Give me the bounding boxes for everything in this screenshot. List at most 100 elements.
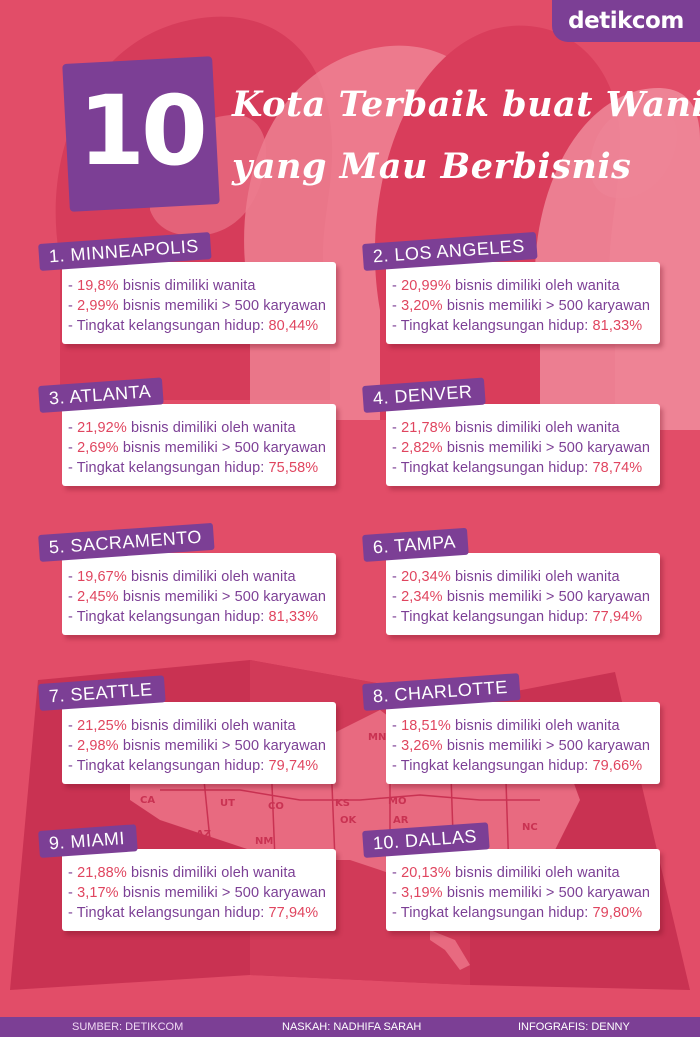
stat-survival-value: 80,44% — [268, 318, 319, 334]
stat-survival-label: Tingkat kelangsungan hidup: — [400, 609, 589, 625]
stats-box: - 20,34% bisnis dimiliki oleh wanita - 2… — [386, 553, 660, 635]
stats-box: - 19,67% bisnis dimiliki oleh wanita - 2… — [62, 553, 336, 635]
map-state-label: KS — [335, 798, 350, 809]
map-state-label: CO — [268, 801, 284, 812]
stat-owned: - 21,78% bisnis dimiliki oleh wanita — [392, 420, 620, 436]
stat-survival-label: Tingkat kelangsungan hidup: — [76, 318, 265, 334]
stat-employees-value: 3,20% — [401, 298, 443, 314]
stat-owned-label: bisnis dimiliki oleh wanita — [454, 569, 620, 585]
map-state-label: MO — [388, 796, 406, 807]
stat-employees: - 3,19% bisnis memiliki > 500 karyawan — [392, 885, 651, 901]
stat-owned-value: 20,99% — [401, 278, 451, 294]
stat-owned-label: bisnis dimiliki oleh wanita — [130, 569, 296, 585]
city-card: 1. MINNEAPOLIS - 19,8% bisnis dimiliki w… — [38, 232, 336, 344]
stat-survival-value: 78,74% — [592, 460, 643, 476]
credits-footer: SUMBER: DETIKCOM NASKAH: NADHIFA SARAH I… — [0, 1017, 700, 1037]
footer-writer: NASKAH: NADHIFA SARAH — [282, 1021, 422, 1033]
stat-employees-value: 3,19% — [401, 885, 443, 901]
stat-employees-value: 3,17% — [77, 885, 119, 901]
headline-line-2: yang Mau Berbisnis — [232, 146, 632, 187]
detikcom-logo[interactable]: detikcom — [552, 0, 700, 42]
stat-employees-label: bisnis memiliki > 500 karyawan — [446, 440, 651, 456]
stat-owned: - 19,67% bisnis dimiliki oleh wanita — [68, 569, 296, 585]
stat-owned-value: 20,34% — [401, 569, 451, 585]
stat-owned-value: 21,78% — [401, 420, 451, 436]
stat-owned-label: bisnis dimiliki wanita — [122, 278, 256, 294]
footer-source: SUMBER: DETIKCOM — [72, 1021, 184, 1033]
stat-survival: - Tingkat kelangsungan hidup: 79,66% — [392, 758, 643, 774]
map-state-label: AZ — [196, 829, 211, 840]
city-card: 4. DENVER - 21,78% bisnis dimiliki oleh … — [362, 377, 660, 486]
stat-employees: - 2,99% bisnis memiliki > 500 karyawan — [68, 298, 327, 314]
stat-survival-value: 79,74% — [268, 758, 319, 774]
stat-owned-value: 18,51% — [401, 718, 451, 734]
city-card: 7. SEATTLE - 21,25% bisnis dimiliki oleh… — [38, 675, 336, 784]
stat-survival-label: Tingkat kelangsungan hidup: — [76, 758, 265, 774]
stat-owned-value: 21,25% — [77, 718, 127, 734]
stat-employees-label: bisnis memiliki > 500 karyawan — [122, 885, 327, 901]
stat-employees-label: bisnis memiliki > 500 karyawan — [122, 738, 327, 754]
stat-owned: - 20,34% bisnis dimiliki oleh wanita — [392, 569, 620, 585]
stat-employees: - 2,45% bisnis memiliki > 500 karyawan — [68, 589, 327, 605]
stat-owned: - 18,51% bisnis dimiliki oleh wanita — [392, 718, 620, 734]
stat-survival-value: 79,66% — [592, 758, 643, 774]
stat-owned-label: bisnis dimiliki oleh wanita — [454, 718, 620, 734]
stat-employees-value: 2,45% — [77, 589, 119, 605]
stat-employees-value: 3,26% — [401, 738, 443, 754]
city-card: 9. MIAMI - 21,88% bisnis dimiliki oleh w… — [38, 824, 336, 931]
stat-employees-label: bisnis memiliki > 500 karyawan — [122, 298, 327, 314]
stat-owned-label: bisnis dimiliki oleh wanita — [130, 420, 296, 436]
stat-survival-value: 81,33% — [592, 318, 643, 334]
stat-survival: - Tingkat kelangsungan hidup: 81,33% — [68, 609, 319, 625]
stat-owned-label: bisnis dimiliki oleh wanita — [130, 718, 296, 734]
stat-employees-value: 2,99% — [77, 298, 119, 314]
stat-survival: - Tingkat kelangsungan hidup: 80,44% — [68, 318, 319, 334]
stat-survival-label: Tingkat kelangsungan hidup: — [400, 905, 589, 921]
stat-survival: - Tingkat kelangsungan hidup: 78,74% — [392, 460, 643, 476]
city-card: 2. LOS ANGELES - 20,99% bisnis dimiliki … — [362, 231, 660, 344]
city-card: 3. ATLANTA - 21,92% bisnis dimiliki oleh… — [38, 377, 336, 486]
stat-owned-value: 19,67% — [77, 569, 127, 585]
footer-designer: INFOGRAFIS: DENNY — [518, 1021, 630, 1033]
stat-employees-label: bisnis memiliki > 500 karyawan — [122, 589, 327, 605]
stat-survival-label: Tingkat kelangsungan hidup: — [400, 460, 589, 476]
stats-box: - 18,51% bisnis dimiliki oleh wanita - 3… — [386, 702, 660, 784]
stat-employees-value: 2,34% — [401, 589, 443, 605]
stat-survival: - Tingkat kelangsungan hidup: 79,80% — [392, 905, 643, 921]
stat-owned: - 21,88% bisnis dimiliki oleh wanita — [68, 865, 296, 881]
stat-survival: - Tingkat kelangsungan hidup: 77,94% — [392, 609, 643, 625]
stat-survival: - Tingkat kelangsungan hidup: 79,74% — [68, 758, 319, 774]
stat-owned-value: 21,92% — [77, 420, 127, 436]
stat-employees: - 3,17% bisnis memiliki > 500 karyawan — [68, 885, 327, 901]
stat-employees-label: bisnis memiliki > 500 karyawan — [446, 738, 651, 754]
stat-owned: - 19,8% bisnis dimiliki wanita — [68, 278, 256, 294]
stat-owned: - 20,99% bisnis dimiliki oleh wanita — [392, 278, 620, 294]
stat-owned-value: 20,13% — [401, 865, 451, 881]
stat-survival: - Tingkat kelangsungan hidup: 81,33% — [392, 318, 643, 334]
map-state-label: OK — [340, 815, 358, 826]
stats-box: - 19,8% bisnis dimiliki wanita - 2,99% b… — [62, 262, 336, 344]
stat-survival: - Tingkat kelangsungan hidup: 75,58% — [68, 460, 319, 476]
stats-box: - 21,88% bisnis dimiliki oleh wanita - 3… — [62, 849, 336, 931]
stat-owned-label: bisnis dimiliki oleh wanita — [130, 865, 296, 881]
stat-employees-label: bisnis memiliki > 500 karyawan — [446, 885, 651, 901]
headline-line-1: Kota Terbaik buat Wanita — [232, 84, 700, 125]
stat-owned-value: 19,8% — [77, 278, 119, 294]
map-state-labels: CA UT CO KS MO AZ NM OK AR MN NC — [140, 732, 538, 847]
stat-survival: - Tingkat kelangsungan hidup: 77,94% — [68, 905, 319, 921]
stat-survival-label: Tingkat kelangsungan hidup: — [76, 905, 265, 921]
stat-employees: - 2,69% bisnis memiliki > 500 karyawan — [68, 440, 327, 456]
stat-survival-label: Tingkat kelangsungan hidup: — [400, 318, 589, 334]
stat-owned-label: bisnis dimiliki oleh wanita — [454, 420, 620, 436]
stat-owned-value: 21,88% — [77, 865, 127, 881]
stat-owned: - 21,92% bisnis dimiliki oleh wanita — [68, 420, 296, 436]
stats-box: - 21,92% bisnis dimiliki oleh wanita - 2… — [62, 404, 336, 486]
stat-owned: - 21,25% bisnis dimiliki oleh wanita — [68, 718, 296, 734]
stat-survival-value: 77,94% — [268, 905, 319, 921]
headline-number: 10 — [78, 75, 208, 187]
stat-owned-label: bisnis dimiliki oleh wanita — [454, 865, 620, 881]
map-state-label: MN — [368, 732, 386, 743]
stats-box: - 20,13% bisnis dimiliki oleh wanita - 3… — [386, 849, 660, 931]
stat-employees-label: bisnis memiliki > 500 karyawan — [446, 589, 651, 605]
